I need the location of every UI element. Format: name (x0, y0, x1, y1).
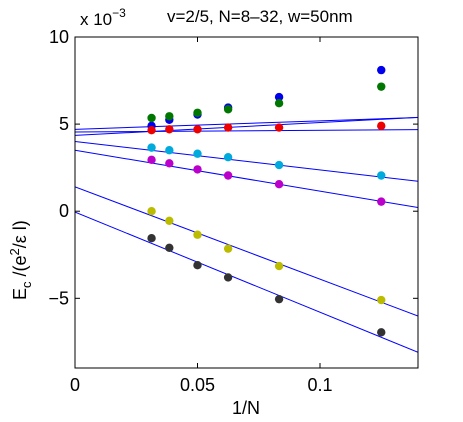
data-point (223, 153, 233, 162)
x-tick-label: 0.05 (180, 375, 215, 395)
data-point (377, 82, 386, 91)
data-point (147, 234, 156, 243)
fit-line (75, 186, 418, 317)
x-tick-label: 0 (70, 375, 80, 395)
data-point (193, 165, 202, 174)
y-axis: −5 0 5 10 (48, 27, 418, 308)
data-points (147, 65, 386, 337)
fit-line (75, 129, 418, 133)
fit-line (75, 141, 418, 182)
fit-line (75, 211, 418, 353)
y-axis-label-main: E (10, 288, 30, 300)
data-point (274, 99, 284, 108)
y-tick-label: −5 (48, 288, 69, 308)
data-point (377, 295, 386, 305)
y-axis-label-rest: /(e (10, 255, 30, 281)
x-tick-label: 0.1 (307, 375, 332, 395)
fit-line (75, 116, 418, 136)
data-point (223, 123, 233, 132)
x-axis: 0 0.05 0.1 (70, 37, 333, 395)
data-point (274, 92, 284, 102)
data-point (377, 65, 386, 75)
y-axis-label-sub: c (19, 281, 34, 288)
data-point (165, 146, 174, 155)
data-point (165, 216, 174, 225)
data-point (147, 113, 156, 123)
y-axis-label-tail: /ε l) (10, 220, 30, 248)
data-point (147, 207, 156, 216)
y-multiplier-base: x 10 (80, 10, 112, 29)
y-tick-label: 10 (49, 27, 69, 47)
data-point (377, 328, 386, 337)
data-point (165, 159, 174, 168)
data-point (274, 294, 284, 304)
data-point (165, 125, 174, 134)
data-point (147, 155, 156, 165)
data-point (147, 126, 156, 135)
fit-lines (75, 116, 418, 353)
y-multiplier-exp: −3 (112, 6, 126, 20)
data-point (274, 261, 284, 271)
data-point (193, 108, 202, 117)
x-axis-label: 1/N (232, 398, 260, 418)
data-point (377, 197, 386, 206)
data-point (274, 123, 284, 132)
data-point (223, 171, 233, 180)
data-point (377, 171, 386, 180)
y-tick-label: 0 (59, 201, 69, 221)
data-point (193, 125, 202, 134)
y-axis-label: Ec /(e2/ε l) (7, 220, 34, 300)
data-point (274, 180, 284, 189)
data-point (165, 112, 174, 121)
fit-line (75, 149, 418, 209)
data-point (193, 261, 202, 270)
fit-line (75, 117, 418, 130)
y-tick-label: 5 (59, 114, 69, 134)
data-point (377, 121, 386, 131)
data-point (193, 149, 202, 158)
plot-frame (74, 36, 419, 369)
data-point (274, 160, 284, 170)
data-point (223, 105, 233, 114)
data-point (223, 244, 233, 253)
y-multiplier: x 10−3 (80, 6, 126, 29)
y-axis-label-sup: 2 (7, 248, 22, 255)
data-point (193, 230, 202, 239)
data-point (147, 143, 156, 152)
data-point (223, 273, 233, 282)
chart-title: v=2/5, N=8–32, w=50nm (167, 7, 353, 26)
data-point (165, 243, 174, 252)
